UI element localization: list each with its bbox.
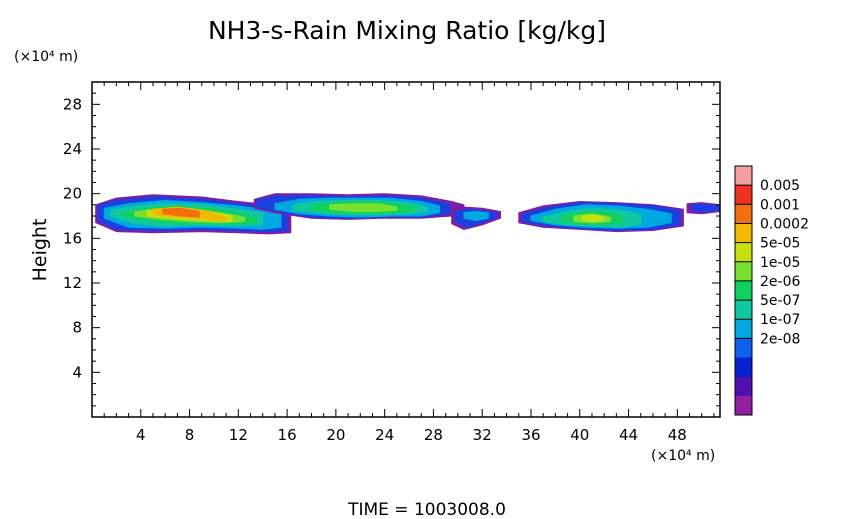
- contour-band: [581, 214, 605, 223]
- colorbar-label: 0.001: [760, 197, 800, 213]
- y-tick-label: 28: [63, 95, 82, 113]
- contour-band: [329, 203, 398, 212]
- colorbar-label: 5e-07: [760, 293, 800, 309]
- colorbar-label: 5e-05: [760, 236, 800, 252]
- colorbar-swatch: [735, 261, 752, 282]
- chart-title: NH3-s-Rain Mixing Ratio [kg/kg]: [208, 16, 606, 45]
- y-tick-label: 8: [72, 319, 82, 337]
- y-tick-label: 12: [63, 274, 82, 292]
- colorbar-label: 0.005: [760, 178, 800, 194]
- colorbar-swatch: [735, 376, 752, 397]
- x-tick-label: 8: [185, 426, 195, 444]
- colorbar-swatch: [735, 300, 752, 320]
- colorbar-label: 1e-05: [760, 255, 800, 271]
- contour-band: [162, 207, 200, 218]
- contour-field: [95, 193, 721, 235]
- y-axis-label: Height: [29, 219, 51, 282]
- colorbar-label: 2e-08: [760, 331, 800, 347]
- colorbar-swatch: [735, 223, 752, 244]
- x-tick-label: 32: [473, 426, 492, 444]
- x-tick-labels: 4 8 12 16 20 24 28 32 36 40 44 48: [136, 426, 687, 444]
- x-tick-label: 4: [136, 426, 146, 444]
- colorbar-swatch: [735, 166, 752, 186]
- time-footer: TIME = 1003008.0: [347, 500, 506, 519]
- contour-band: [691, 204, 721, 212]
- y-tick-label: 16: [63, 229, 82, 247]
- x-tick-label: 28: [424, 426, 443, 444]
- x-tick-label: 20: [326, 426, 345, 444]
- x-tick-label: 48: [668, 426, 687, 444]
- y-tick-label: 20: [63, 185, 82, 203]
- colorbar-swatch: [735, 395, 752, 416]
- plot-frame: [91, 81, 721, 418]
- colorbar-swatch: [735, 242, 752, 263]
- x-tick-label: 24: [375, 426, 394, 444]
- x-tick-label: 44: [619, 426, 638, 444]
- colorbar-frame: [734, 165, 753, 416]
- colorbar-swatch: [735, 319, 752, 339]
- colorbar-label: 0.0002: [760, 216, 809, 232]
- x-tick-label: 36: [521, 426, 540, 444]
- contour-band: [463, 211, 489, 221]
- colorbar-label: 1e-07: [760, 312, 800, 328]
- colorbar-swatch: [735, 338, 752, 359]
- y-tick-label: 24: [63, 140, 82, 158]
- colorbar-label: 2e-06: [760, 274, 800, 290]
- y-tick-label: 4: [72, 363, 82, 381]
- axis-ticks: [92, 82, 720, 417]
- colorbar-swatch: [735, 204, 752, 224]
- x-unit-label: (×10⁴ m): [651, 448, 715, 464]
- x-tick-label: 40: [570, 426, 589, 444]
- colorbar: 0.005 0.001 0.0002 5e-05 1e-05 2e-06 5e-07 1e-0…: [734, 165, 809, 416]
- x-tick-label: 16: [278, 426, 297, 444]
- colorbar-swatch: [735, 185, 752, 205]
- colorbar-swatch: [735, 357, 752, 378]
- y-unit-label: (×10⁴ m): [14, 49, 78, 65]
- y-tick-labels: 4 8 12 16 20 24 28: [63, 95, 82, 381]
- x-tick-label: 12: [229, 426, 248, 444]
- colorbar-swatch: [735, 280, 752, 301]
